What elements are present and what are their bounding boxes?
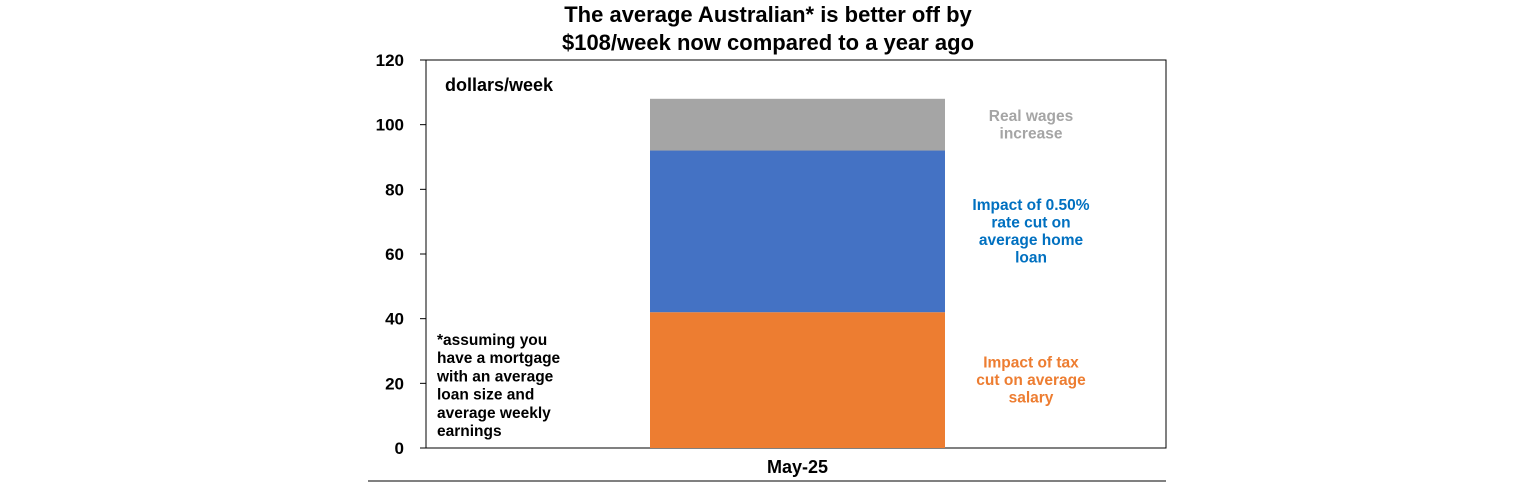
series-label: Impact of 0.50% — [972, 197, 1089, 214]
chart-title: The average Australian* is better off by… — [562, 2, 974, 55]
series-label: cut on average — [976, 372, 1086, 389]
y-tick-label: 0 — [395, 439, 404, 458]
series-label: loan — [1015, 250, 1047, 267]
bar-stack — [650, 98, 945, 448]
footnote-line: with an average — [436, 368, 554, 385]
footnote-line: loan size and — [437, 387, 534, 404]
series-label: Impact of tax — [983, 355, 1079, 372]
y-tick-label: 40 — [385, 310, 404, 329]
footnote-line: average weekly — [437, 405, 551, 422]
y-tick-label: 100 — [376, 116, 404, 135]
series-label: rate cut on — [991, 215, 1070, 232]
series-label: salary — [1009, 390, 1054, 407]
y-axis: 0 20 40 60 80 100 120 — [376, 51, 426, 458]
y-tick-label: 80 — [385, 180, 404, 199]
y-tick-label: 20 — [385, 374, 404, 393]
bar-segment — [650, 98, 945, 151]
y-tick-label: 60 — [385, 245, 404, 264]
y-tick-label: 120 — [376, 51, 404, 70]
footnote-line: *assuming you — [437, 332, 547, 349]
y-axis-unit-label: dollars/week — [445, 75, 554, 95]
series-label: increase — [1000, 125, 1063, 142]
footnote-line: have a mortgage — [437, 350, 561, 367]
bar-segment — [650, 312, 945, 448]
footnote-line: earnings — [437, 423, 502, 440]
chart-title-line-1: The average Australian* is better off by — [564, 2, 972, 27]
series-label: Real wages — [989, 108, 1073, 125]
x-category-label: May-25 — [767, 457, 828, 477]
x-axis: May-25 — [767, 457, 828, 477]
series-label: average home — [979, 232, 1084, 249]
bar-segment — [650, 150, 945, 313]
chart-title-line-2: $108/week now compared to a year ago — [562, 30, 974, 55]
